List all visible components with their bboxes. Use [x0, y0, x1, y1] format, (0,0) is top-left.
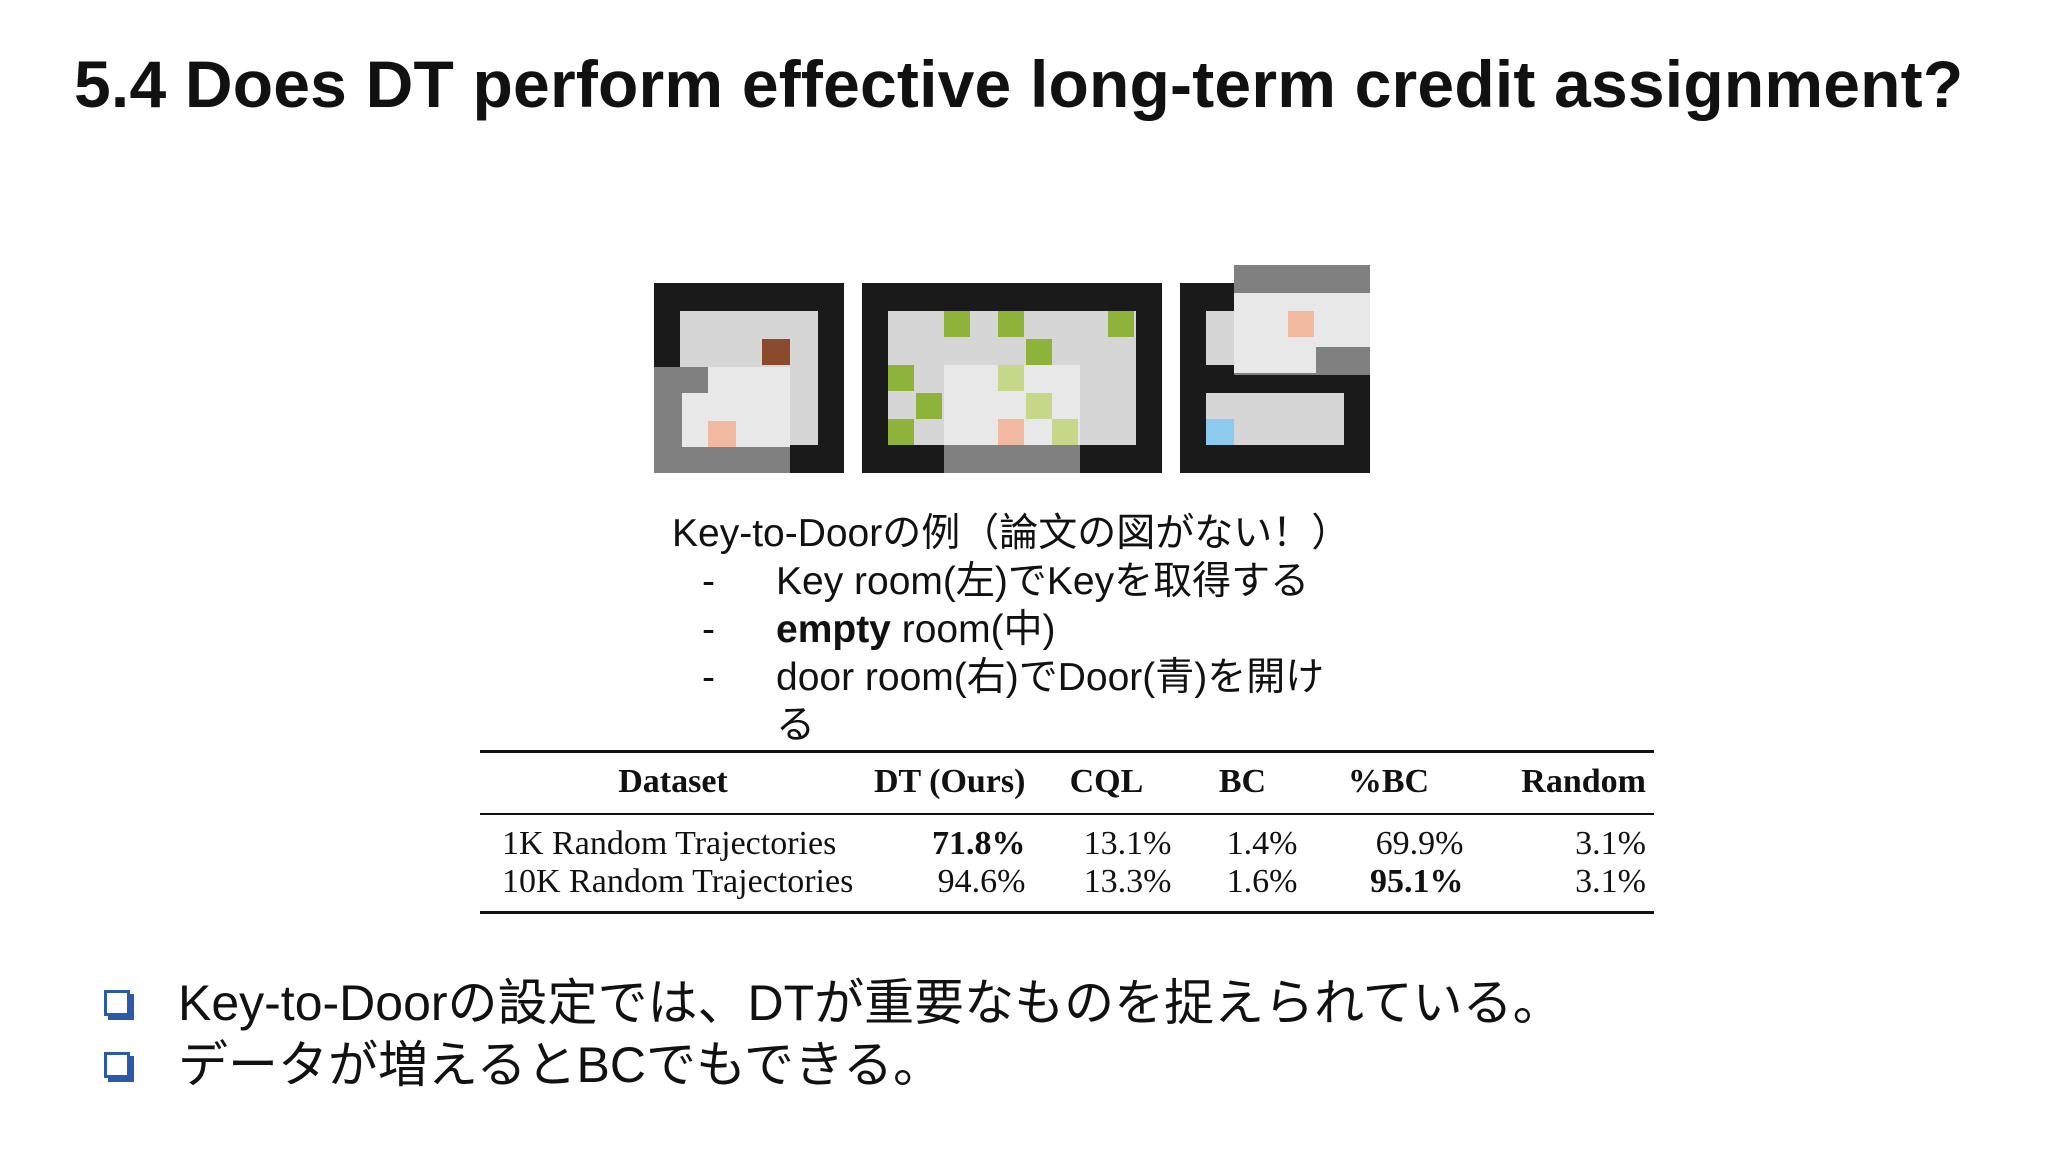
table-row: 1K Random Trajectories 71.8% 13.1% 1.4% … [480, 814, 1654, 863]
cell-dt: 94.6% [937, 863, 1026, 900]
apple-icon [888, 365, 914, 391]
apple-icon [1052, 419, 1078, 445]
cell-pct-bc: 95.1% [1369, 863, 1464, 900]
cell-random: 3.1% [1575, 825, 1646, 862]
caption-dash: - [702, 560, 715, 603]
agent-icon [1288, 311, 1314, 337]
checkbox-bullet-icon [104, 1052, 130, 1078]
key-room-image [654, 283, 844, 473]
slide-title: 5.4 Does DT perform effective long-term … [74, 47, 1964, 121]
cell-dataset: 1K Random Trajectories [502, 825, 837, 862]
apple-icon [1108, 311, 1134, 337]
apple-icon [1026, 393, 1052, 419]
caption-item-bold: empty [776, 608, 891, 651]
bullet-text: データが増えるとBCでもできる。 [178, 1037, 943, 1093]
apple-icon [998, 365, 1024, 391]
caption-title: Key-to-Doorの例（論文の図がない！） [672, 512, 1351, 555]
apple-icon [944, 311, 970, 337]
checkbox-bullet-icon [104, 990, 130, 1016]
door-icon [1206, 419, 1234, 445]
header-bc: BC [1179, 753, 1306, 815]
cell-cql: 13.1% [1083, 825, 1172, 862]
caption-item: - empty room(中) [672, 606, 1350, 654]
caption-item: - Key room(左)でKeyを取得する [672, 558, 1350, 606]
figure-caption: Key-to-Doorの例（論文の図がない！） - Key room(左)でKe… [672, 510, 1351, 747]
door-room-image [1180, 265, 1370, 473]
header-dataset: Dataset [480, 753, 866, 815]
table-header-row: Dataset DT (Ours) CQL BC %BC Random [480, 753, 1654, 815]
apple-icon [998, 311, 1024, 337]
caption-item-text: Key room(左)でKeyを取得する [776, 560, 1310, 603]
cell-pct-bc: 69.9% [1375, 825, 1464, 862]
agent-icon [708, 421, 736, 447]
cell-bc: 1.4% [1226, 825, 1298, 862]
apple-icon [916, 393, 942, 419]
cell-cql: 13.3% [1083, 863, 1172, 900]
empty-room-image [862, 283, 1162, 473]
bullet-text: Key-to-Doorの設定では、DTが重要なものを捉えられている。 [178, 975, 1563, 1031]
table-row: 10K Random Trajectories 94.6% 13.3% 1.6%… [480, 863, 1654, 911]
apple-icon [1026, 339, 1052, 365]
cell-random: 3.1% [1575, 863, 1646, 900]
caption-item-text: empty room(中) [776, 606, 1056, 654]
header-random: Random [1471, 753, 1654, 815]
results-table: Dataset DT (Ours) CQL BC %BC Random 1K R… [480, 750, 1654, 914]
caption-dash: - [702, 608, 715, 651]
header-cql: CQL [1033, 753, 1180, 815]
header-pct-bc: %BC [1305, 753, 1472, 815]
caption-dash: - [702, 656, 715, 699]
header-dt: DT (Ours) [866, 753, 1034, 815]
apple-icon [888, 419, 914, 445]
key-icon [762, 339, 790, 365]
caption-item-rest: room(中) [890, 608, 1056, 651]
cell-dt: 71.8% [931, 825, 1026, 862]
caption-item-text: door room(右)でDoor(青)を開ける [776, 656, 1325, 747]
agent-icon [998, 419, 1024, 445]
cell-bc: 1.6% [1226, 863, 1298, 900]
cell-dataset: 10K Random Trajectories [502, 863, 854, 900]
caption-item: - door room(右)でDoor(青)を開ける [672, 654, 1350, 747]
